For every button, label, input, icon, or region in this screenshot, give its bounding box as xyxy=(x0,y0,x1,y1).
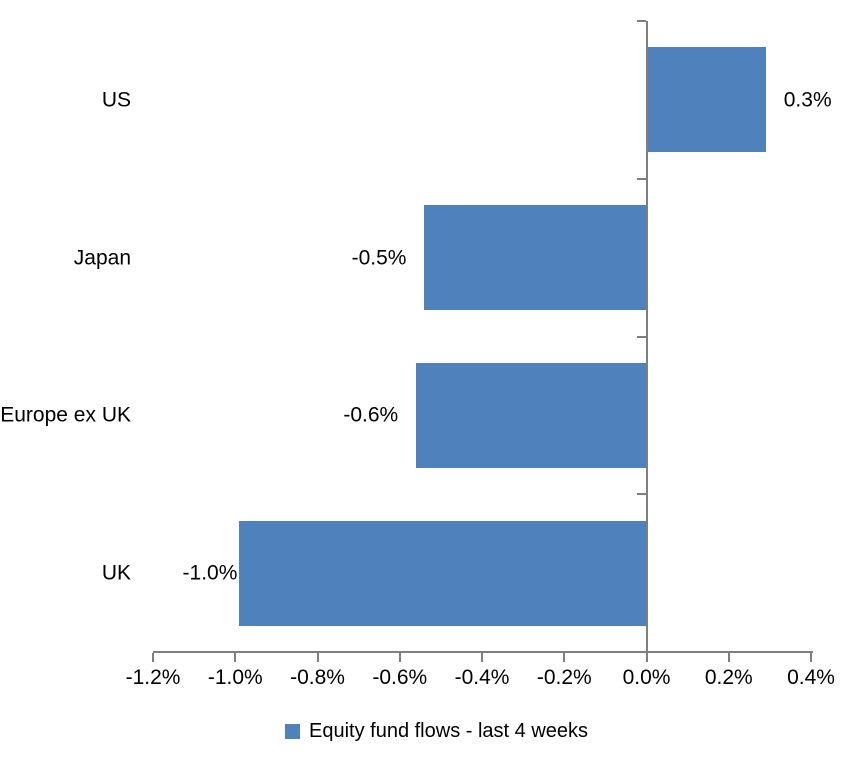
x-axis-tick-label: -1.2% xyxy=(125,666,181,689)
x-axis-tick xyxy=(398,653,401,662)
x-axis-tick-label: -1.0% xyxy=(207,666,263,689)
x-axis-tick-label: -0.6% xyxy=(372,666,428,689)
x-axis-tick xyxy=(727,653,730,662)
y-axis-tick xyxy=(636,493,646,496)
bar-europe-ex-uk xyxy=(416,362,647,468)
y-axis-tick xyxy=(636,335,646,338)
legend-series-label: Equity fund flows - last 4 weeks xyxy=(309,720,589,742)
value-label-japan: -0.5% xyxy=(351,246,407,270)
y-axis-tick xyxy=(636,20,646,22)
category-label-us: US xyxy=(101,88,131,112)
y-axis-line xyxy=(645,21,648,652)
bar-japan xyxy=(424,205,647,311)
x-axis-tick-label: -0.4% xyxy=(454,666,510,689)
x-axis-tick-label: -0.8% xyxy=(290,666,345,689)
bar-uk xyxy=(239,520,647,626)
category-label-europe-ex-uk: Europe ex UK xyxy=(0,403,131,427)
x-axis-tick-label: 0.4% xyxy=(787,666,835,689)
x-axis-tick-label: 0.2% xyxy=(704,666,753,689)
legend-series-marker-icon xyxy=(285,723,300,739)
value-label-uk: -1.0% xyxy=(182,561,238,585)
x-axis-line xyxy=(153,651,813,653)
x-axis-tick xyxy=(810,653,812,662)
x-axis-tick xyxy=(234,653,237,662)
x-axis-tick xyxy=(316,653,319,662)
x-axis-tick xyxy=(152,653,154,662)
x-axis-tick-label: -0.2% xyxy=(536,666,592,689)
value-label-us: 0.3% xyxy=(783,88,832,112)
category-label-japan: Japan xyxy=(73,246,131,270)
x-axis-tick-label: 0.0% xyxy=(622,666,671,689)
bar-us xyxy=(646,47,766,153)
value-label-europe-ex-uk: -0.6% xyxy=(343,403,399,427)
legend: Equity fund flows - last 4 weeks xyxy=(285,721,588,741)
x-axis-tick xyxy=(645,653,648,662)
category-label-uk: UK xyxy=(101,561,131,585)
x-axis-tick xyxy=(481,653,483,662)
x-axis-tick xyxy=(563,653,566,662)
y-axis-tick xyxy=(636,177,646,180)
